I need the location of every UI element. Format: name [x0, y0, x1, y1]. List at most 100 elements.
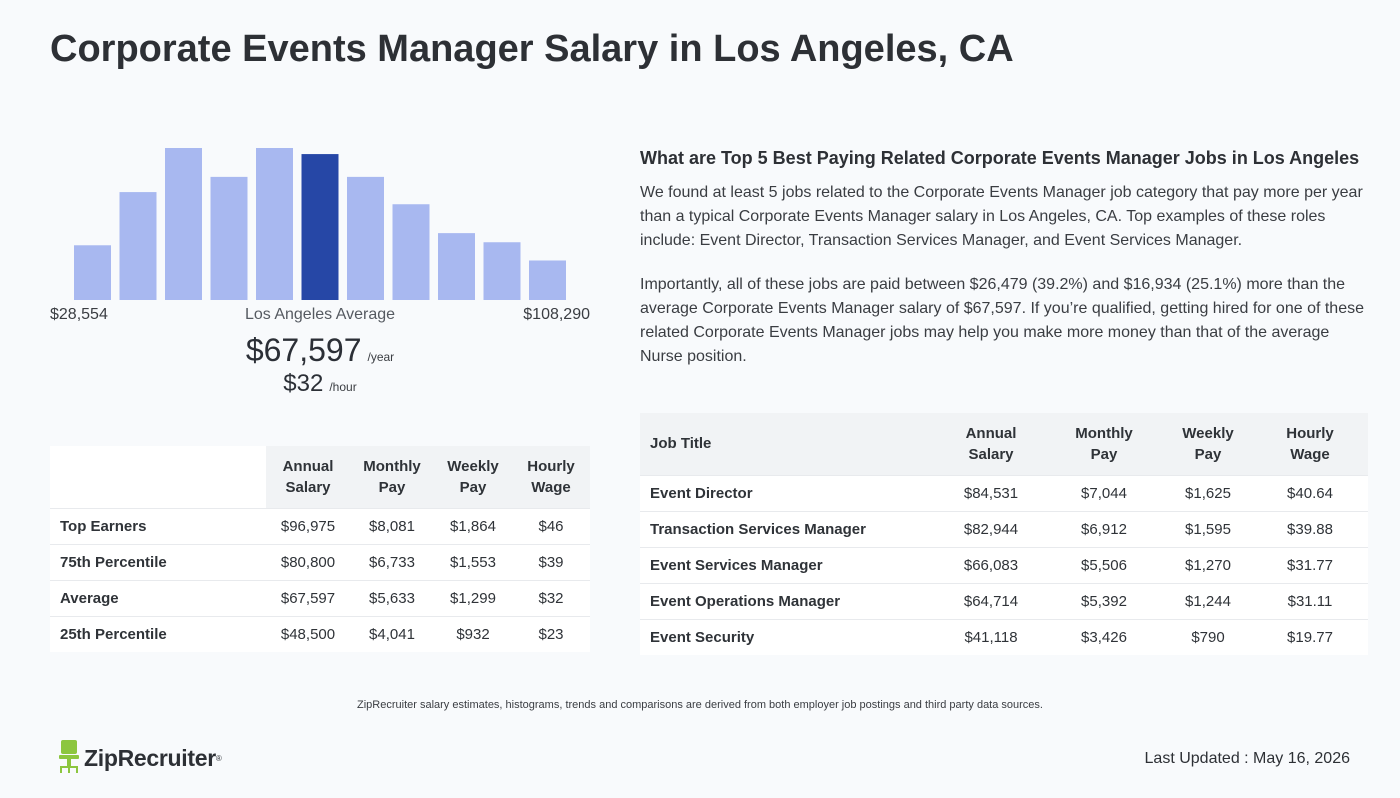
column-header: Monthly Pay [1044, 413, 1164, 475]
column-header-line: Weekly [447, 457, 499, 475]
table-cell: $1,625 [1164, 474, 1252, 511]
table-cell: $19.77 [1252, 618, 1368, 655]
table-cell: $31.11 [1252, 582, 1368, 619]
table-cell: $1,244 [1164, 582, 1252, 619]
column-header-line: Wage [531, 478, 571, 496]
table-cell: $82,944 [938, 510, 1044, 547]
ziprecruiter-logo[interactable]: ZipRecruiter ® [58, 739, 222, 778]
table-cell: $96,975 [266, 507, 350, 544]
table-cell: $41,118 [938, 618, 1044, 655]
percentile-salary-table: Annual Salary Monthly Pay Weekly Pay Hourly… [50, 446, 590, 652]
table-cell: $6,733 [350, 543, 434, 580]
table-cell: $46 [512, 507, 590, 544]
table-cell: $932 [434, 615, 512, 652]
row-label: Average [50, 579, 266, 616]
row-label: 75th Percentile [50, 543, 266, 580]
table-cell: $67,597 [266, 579, 350, 616]
table-cell: $6,912 [1044, 510, 1164, 547]
last-updated-text: Last Updated : May 16, 2026 [1144, 750, 1350, 767]
header-blank-cell [50, 446, 266, 508]
table-cell: $1,864 [434, 507, 512, 544]
histogram-max-label: $108,290 [523, 306, 590, 323]
row-label: 25th Percentile [50, 615, 266, 652]
table-cell: $39 [512, 543, 590, 580]
job-title: Transaction Services Manager [640, 510, 938, 547]
job-title: Event Services Manager [640, 546, 938, 583]
column-header: Annual Salary [266, 446, 350, 508]
column-header-line: Annual [965, 424, 1017, 442]
table-row: Event Security $41,118 $3,426 $790 $19.7… [640, 618, 1368, 655]
histogram-min-label: $28,554 [50, 306, 108, 323]
column-header: Weekly Pay [434, 446, 512, 508]
histogram-bar [74, 245, 111, 300]
column-header: Hourly Wage [1252, 413, 1368, 475]
histogram-chart [74, 148, 566, 300]
column-header-line: Salary [968, 445, 1014, 463]
histogram-bar [347, 176, 384, 300]
table-row: Top Earners $96,975 $8,081 $1,864 $46 [50, 507, 590, 544]
histogram-bar [392, 204, 430, 300]
chair-icon [58, 739, 80, 778]
table-cell: $4,041 [350, 615, 434, 652]
table-cell: $23 [512, 615, 590, 652]
column-header: Hourly Wage [512, 446, 590, 508]
table-cell: $1,299 [434, 579, 512, 616]
column-header: Weekly Pay [1164, 413, 1252, 475]
column-header-line: Salary [285, 478, 331, 496]
column-header-line: Wage [1290, 445, 1330, 463]
column-header-line: Hourly [1286, 424, 1334, 442]
column-header: Annual Salary [938, 413, 1044, 475]
table-cell: $1,270 [1164, 546, 1252, 583]
average-yearly-salary: $67,597 [245, 332, 362, 368]
histogram-axis-labels: $28,554 Los Angeles Average $108,290 [50, 306, 590, 328]
table-row: Transaction Services Manager $82,944 $6,… [640, 510, 1368, 547]
job-title: Event Director [640, 474, 938, 511]
histogram-bar [210, 176, 248, 300]
table-cell: $39.88 [1252, 510, 1368, 547]
histogram-bar [165, 148, 202, 300]
table-cell: $790 [1164, 618, 1252, 655]
salary-histogram [50, 140, 590, 300]
histogram-bar-highlighted [301, 154, 339, 300]
table-cell: $1,553 [434, 543, 512, 580]
table-cell: $1,595 [1164, 510, 1252, 547]
table-cell: $40.64 [1252, 474, 1368, 511]
job-title-header: Job Title [640, 413, 938, 475]
page-title: Corporate Events Manager Salary in Los A… [50, 28, 1014, 70]
job-title: Event Operations Manager [640, 582, 938, 619]
column-header-line: Weekly [1182, 424, 1234, 442]
column-header-line: Hourly [527, 457, 575, 475]
table-cell: $80,800 [266, 543, 350, 580]
column-header-line: Pay [1194, 445, 1222, 463]
table-row: 25th Percentile $48,500 $4,041 $932 $23 [50, 615, 590, 652]
histogram-bar [483, 242, 521, 300]
table-cell: $3,426 [1044, 618, 1164, 655]
related-jobs-table: Job Title Annual Salary Monthly Pay Weekly… [640, 413, 1368, 655]
table-row: Event Services Manager $66,083 $5,506 $1… [640, 546, 1368, 583]
table-cell: $7,044 [1044, 474, 1164, 511]
histogram-bar [256, 148, 293, 300]
table-row: Event Operations Manager $64,714 $5,392 … [640, 582, 1368, 619]
job-title: Event Security [640, 618, 938, 655]
logo-wordmark: ZipRecruiter [84, 744, 216, 771]
related-jobs-paragraph: We found at least 5 jobs related to the … [640, 184, 1363, 249]
table-cell: $64,714 [938, 582, 1044, 619]
yearly-unit: /year [367, 350, 395, 364]
hourly-unit: /hour [329, 380, 357, 394]
table-header-row: Annual Salary Monthly Pay Weekly Pay Hourly… [50, 446, 590, 508]
table-row: Average $67,597 $5,633 $1,299 $32 [50, 579, 590, 616]
related-jobs-section: What are Top 5 Best Paying Related Corpo… [640, 148, 1375, 389]
table-row: 75th Percentile $80,800 $6,733 $1,553 $3… [50, 543, 590, 580]
related-jobs-heading: What are Top 5 Best Paying Related Corpo… [640, 148, 1360, 168]
table-cell: $84,531 [938, 474, 1044, 511]
column-header-line: Pay [1090, 445, 1118, 463]
table-cell: $5,633 [350, 579, 434, 616]
table-row: Event Director $84,531 $7,044 $1,625 $40… [640, 474, 1368, 511]
column-header-line: Pay [459, 478, 487, 496]
histogram-bar [529, 260, 566, 300]
registered-mark: ® [215, 753, 222, 763]
histogram-center-label: Los Angeles Average [244, 306, 396, 323]
histogram-bar [119, 192, 157, 300]
table-cell: $32 [512, 579, 590, 616]
average-hourly-wage: $32 [283, 370, 324, 397]
